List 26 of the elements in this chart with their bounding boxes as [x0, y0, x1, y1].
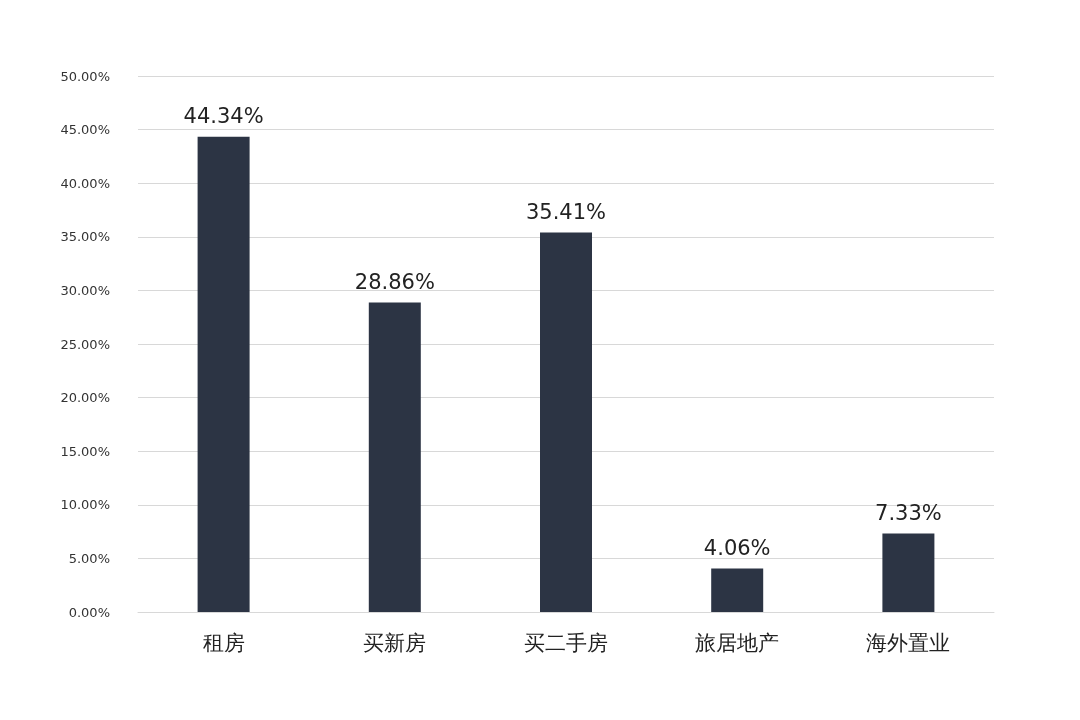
x-tick-label: 旅居地产	[695, 630, 780, 655]
bar	[368, 302, 421, 612]
y-tick-label: 45.00%	[60, 122, 110, 138]
data-label: 4.06%	[703, 535, 771, 560]
data-label: 44.34%	[183, 104, 264, 129]
bar	[711, 568, 764, 612]
y-tick-label: 30.00%	[60, 282, 110, 298]
bar	[197, 136, 250, 612]
x-tick-label: 买新房	[363, 630, 427, 655]
y-tick-label: 40.00%	[60, 175, 110, 191]
y-tick-label: 20.00%	[60, 390, 110, 406]
y-tick-label: 15.00%	[60, 443, 110, 459]
y-tick-label: 50.00%	[60, 68, 110, 84]
y-tick-label: 0.00%	[68, 604, 110, 620]
data-label: 28.86%	[354, 270, 435, 295]
y-tick-label: 10.00%	[60, 497, 110, 513]
y-tick-label: 35.00%	[60, 229, 110, 245]
y-tick-label: 25.00%	[60, 336, 110, 352]
y-tick-label: 5.00%	[68, 550, 110, 566]
bar	[540, 232, 592, 612]
x-tick-label: 买二手房	[524, 630, 608, 655]
data-label: 35.41%	[525, 199, 607, 224]
x-tick-label: 海外置业	[866, 630, 951, 655]
data-label: 7.33%	[875, 500, 942, 525]
bar	[882, 533, 935, 612]
x-tick-label: 租房	[202, 630, 245, 655]
